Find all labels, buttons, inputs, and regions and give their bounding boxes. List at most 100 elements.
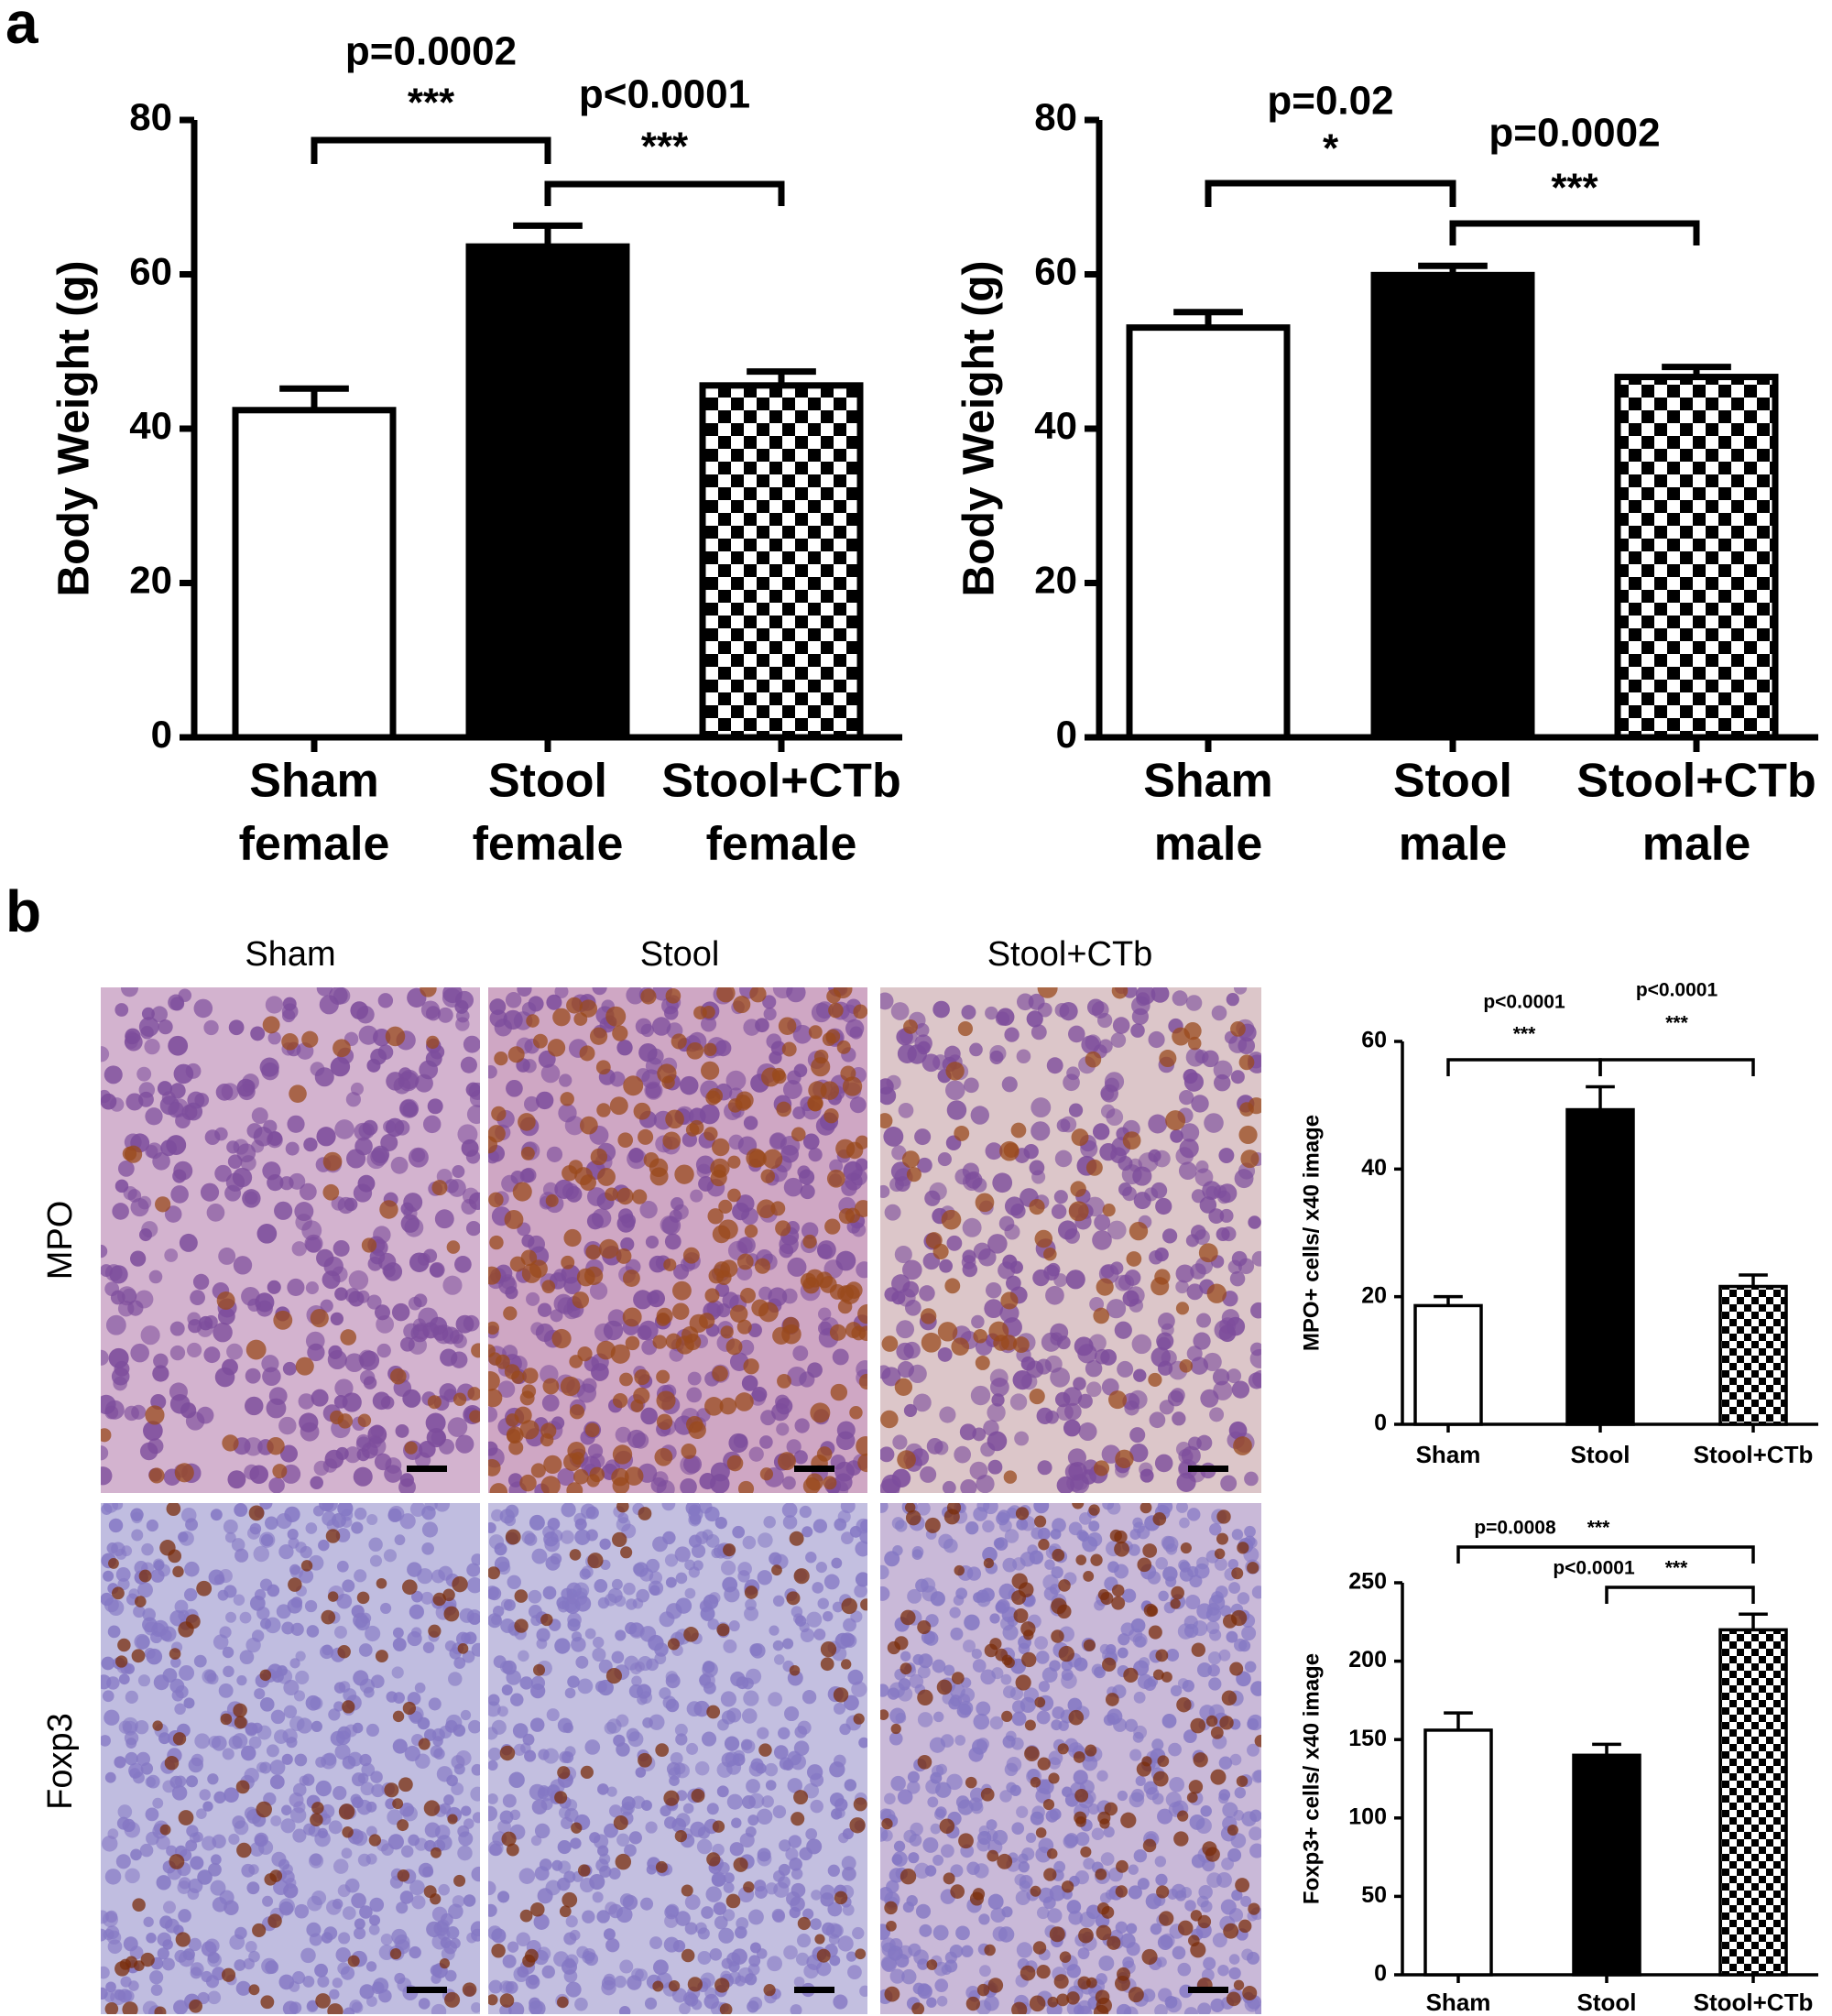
nucleus — [942, 1480, 956, 1493]
nucleus — [1236, 1671, 1251, 1687]
nucleus — [125, 1690, 138, 1704]
nucleus — [603, 1928, 616, 1941]
nucleus — [647, 1290, 666, 1308]
nucleus — [733, 1433, 748, 1448]
nucleus — [400, 1845, 414, 1858]
nucleus — [1129, 1389, 1148, 1410]
stained-cell — [327, 2003, 344, 2014]
nucleus — [847, 1965, 862, 1979]
y-tick-label: 100 — [1348, 1804, 1387, 1829]
nucleus — [295, 1670, 310, 1684]
nucleus — [354, 1569, 367, 1583]
stained-cell — [704, 1397, 724, 1416]
nucleus — [1209, 1629, 1222, 1641]
stained-cell — [1161, 1671, 1172, 1683]
nucleus — [241, 1287, 260, 1306]
nucleus — [455, 1017, 470, 1031]
nucleus — [268, 1477, 285, 1493]
nucleus — [348, 1270, 369, 1291]
nucleus — [281, 1753, 293, 1765]
stained-cell — [777, 1373, 791, 1389]
nucleus — [200, 1182, 220, 1202]
nucleus — [245, 1637, 261, 1653]
nucleus — [185, 1518, 199, 1531]
stained-cell — [518, 1113, 536, 1131]
nucleus — [217, 1307, 235, 1325]
nucleus — [266, 1744, 279, 1758]
nucleus — [333, 1626, 347, 1640]
nucleus — [303, 1137, 318, 1152]
nucleus — [893, 1840, 906, 1852]
nucleus — [728, 1134, 744, 1150]
stained-cell — [322, 1151, 343, 1171]
nucleus — [369, 1554, 382, 1567]
stained-cell — [714, 1978, 730, 1993]
nucleus — [652, 1536, 668, 1553]
nucleus — [969, 1461, 988, 1480]
nucleus — [851, 1681, 867, 1697]
nucleus — [701, 1906, 714, 1919]
nucleus — [782, 1476, 796, 1490]
stained-cell — [1036, 1964, 1051, 1979]
stained-cell — [1238, 1054, 1255, 1071]
stained-cell — [104, 2001, 119, 2014]
stained-cell — [733, 1857, 748, 1872]
nucleus — [341, 1509, 354, 1521]
stained-cell — [488, 1352, 502, 1366]
stained-cell — [1001, 1710, 1013, 1723]
stained-cell — [432, 1592, 446, 1607]
stained-cell — [849, 1406, 863, 1420]
nucleus — [144, 1039, 160, 1055]
nucleus — [266, 1398, 287, 1419]
stained-cell — [530, 1902, 545, 1917]
nucleus — [208, 1862, 222, 1877]
nucleus — [214, 1367, 235, 1388]
nucleus — [601, 1976, 616, 1990]
stained-cell — [356, 1591, 370, 1605]
nucleus — [334, 1287, 348, 1301]
stained-cell — [760, 1169, 776, 1183]
nucleus — [736, 1237, 753, 1254]
nucleus — [1021, 1847, 1035, 1861]
nucleus — [391, 1666, 404, 1679]
nucleus — [534, 1823, 551, 1839]
nucleus — [376, 1343, 391, 1358]
nucleus — [293, 1690, 306, 1702]
nucleus — [129, 1945, 144, 1960]
nucleus — [463, 1035, 480, 1053]
nucleus — [529, 2000, 546, 2014]
stained-cell — [1037, 987, 1058, 998]
nucleus — [430, 1745, 443, 1759]
nucleus — [950, 1864, 964, 1878]
nucleus — [732, 1202, 750, 1221]
nucleus — [333, 1858, 349, 1874]
stained-cell — [1102, 1204, 1116, 1217]
nucleus — [580, 1878, 595, 1893]
nucleus — [783, 1177, 803, 1197]
nucleus — [1229, 1270, 1246, 1287]
x-tick-label: Stool+CTb — [1576, 755, 1816, 808]
stained-cell — [402, 1701, 417, 1716]
stained-cell — [1073, 1750, 1085, 1763]
nucleus — [488, 1701, 501, 1717]
nucleus — [686, 1387, 703, 1403]
nucleus — [245, 1396, 264, 1416]
nucleus — [365, 1625, 381, 1642]
stained-cell — [1023, 1629, 1034, 1640]
nucleus — [368, 1537, 383, 1552]
nucleus — [592, 987, 607, 996]
x-tick-label: female — [473, 818, 624, 871]
stained-cell — [656, 1413, 673, 1430]
nucleus — [672, 1940, 686, 1953]
nucleus — [357, 1174, 376, 1193]
nucleus — [112, 1203, 129, 1220]
nucleus — [1167, 1888, 1179, 1900]
nucleus — [1042, 1896, 1056, 1910]
nucleus — [696, 1838, 713, 1855]
stained-cell — [262, 1016, 280, 1034]
nucleus — [179, 1233, 198, 1252]
stained-cell — [563, 1228, 582, 1248]
nucleus — [1106, 1108, 1124, 1127]
nucleus — [454, 999, 469, 1014]
nucleus — [978, 1913, 990, 1925]
